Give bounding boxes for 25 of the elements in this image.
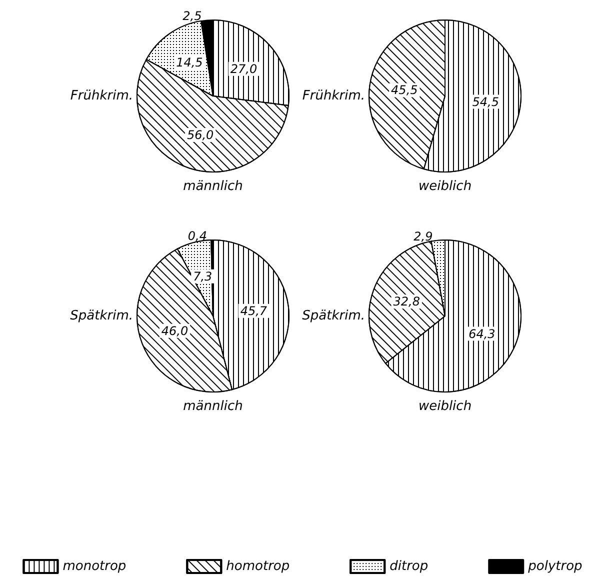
data-label: 45,5 [391, 83, 418, 98]
data-label: 2,9 [414, 229, 433, 244]
text: Spätkrim. [302, 308, 365, 324]
text: männlich [183, 179, 243, 194]
legend-label: monotrop [62, 559, 126, 574]
data-label: 54,5 [472, 94, 499, 109]
data-label: 7,3 [193, 269, 212, 284]
data-label: 56,0 [186, 128, 214, 142]
text: männlich [183, 399, 243, 414]
data-label: 64,3 [468, 326, 496, 341]
data-label: 45,7 [240, 304, 268, 318]
text: weiblich [418, 399, 472, 414]
legend-label: ditrop [390, 559, 428, 574]
data-label: 14,5 [176, 55, 203, 70]
text: Frühkrim. [70, 88, 133, 104]
data-label: 46,0 [161, 324, 188, 338]
data-label: 2,5 [182, 9, 202, 24]
text: Frühkrim. [302, 88, 365, 104]
legend-label: homotrop [226, 559, 290, 574]
text: Spätkrim. [70, 308, 133, 324]
data-label: 0,4 [188, 229, 207, 244]
text: weiblich [418, 179, 472, 194]
data-label: 32,8 [393, 294, 420, 309]
data-label: 27,0 [230, 62, 258, 76]
legend-label: polytrop [527, 559, 582, 574]
